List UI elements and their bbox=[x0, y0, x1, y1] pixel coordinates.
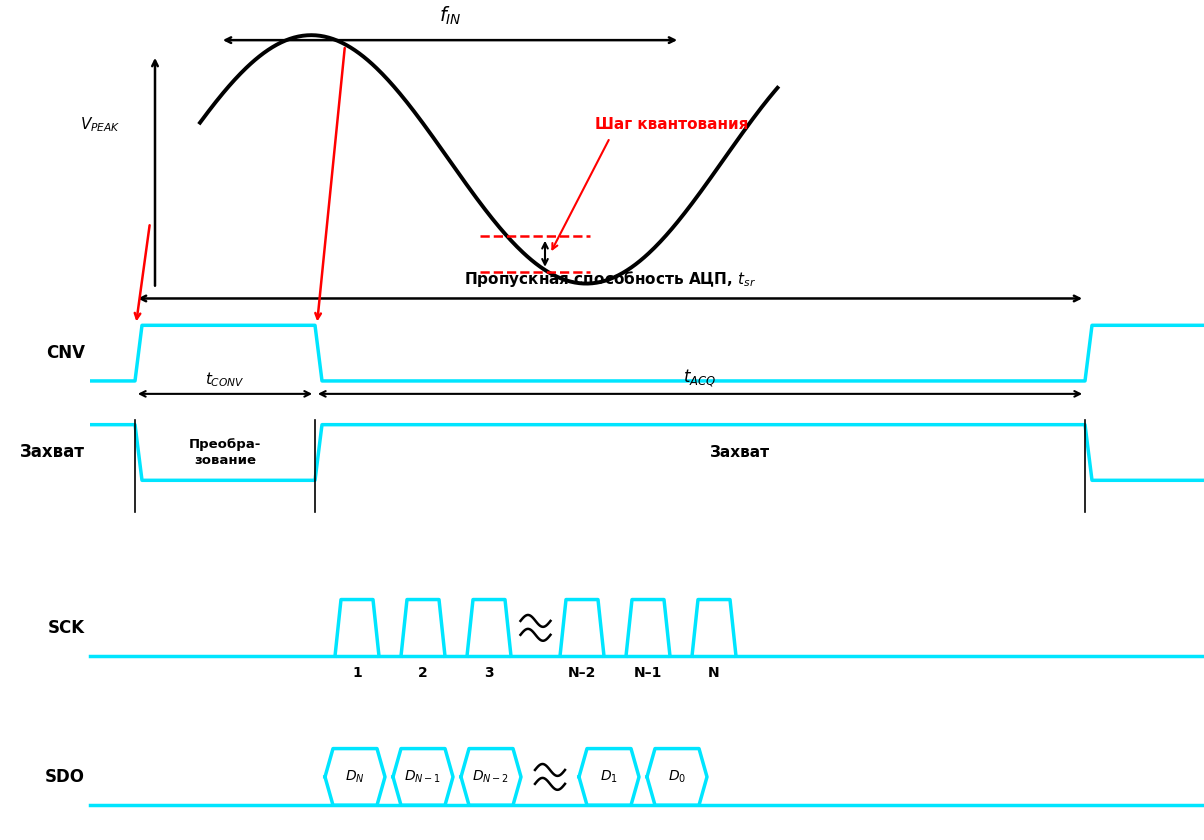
Text: Шаг квантования: Шаг квантования bbox=[595, 117, 749, 132]
Text: $D_{N-2}$: $D_{N-2}$ bbox=[472, 769, 509, 785]
Text: $t_{CONV}$: $t_{CONV}$ bbox=[205, 370, 244, 389]
Text: $V_{PEAK}$: $V_{PEAK}$ bbox=[79, 115, 120, 134]
Text: 2: 2 bbox=[418, 666, 427, 680]
Text: $f_{IN}$: $f_{IN}$ bbox=[438, 5, 461, 27]
Text: 3: 3 bbox=[484, 666, 494, 680]
Text: Захват: Захват bbox=[20, 444, 85, 461]
Text: N–2: N–2 bbox=[568, 666, 596, 680]
Text: $t_{ACQ}$: $t_{ACQ}$ bbox=[684, 367, 716, 389]
Text: $D_{N-1}$: $D_{N-1}$ bbox=[405, 769, 442, 785]
Text: SDO: SDO bbox=[45, 768, 85, 786]
Text: Преобра-
зование: Преобра- зование bbox=[189, 438, 261, 467]
Text: $D_0$: $D_0$ bbox=[668, 769, 686, 785]
Text: 1: 1 bbox=[352, 666, 362, 680]
Text: $D_N$: $D_N$ bbox=[346, 769, 365, 785]
Text: N: N bbox=[708, 666, 720, 680]
Text: SCK: SCK bbox=[48, 619, 85, 637]
Text: N–1: N–1 bbox=[633, 666, 662, 680]
Text: Пропускная способность АЦП, $t_{sr}$: Пропускная способность АЦП, $t_{sr}$ bbox=[464, 269, 756, 289]
Text: $D_1$: $D_1$ bbox=[600, 769, 618, 785]
Text: Захват: Захват bbox=[710, 445, 771, 460]
Text: CNV: CNV bbox=[46, 344, 85, 362]
